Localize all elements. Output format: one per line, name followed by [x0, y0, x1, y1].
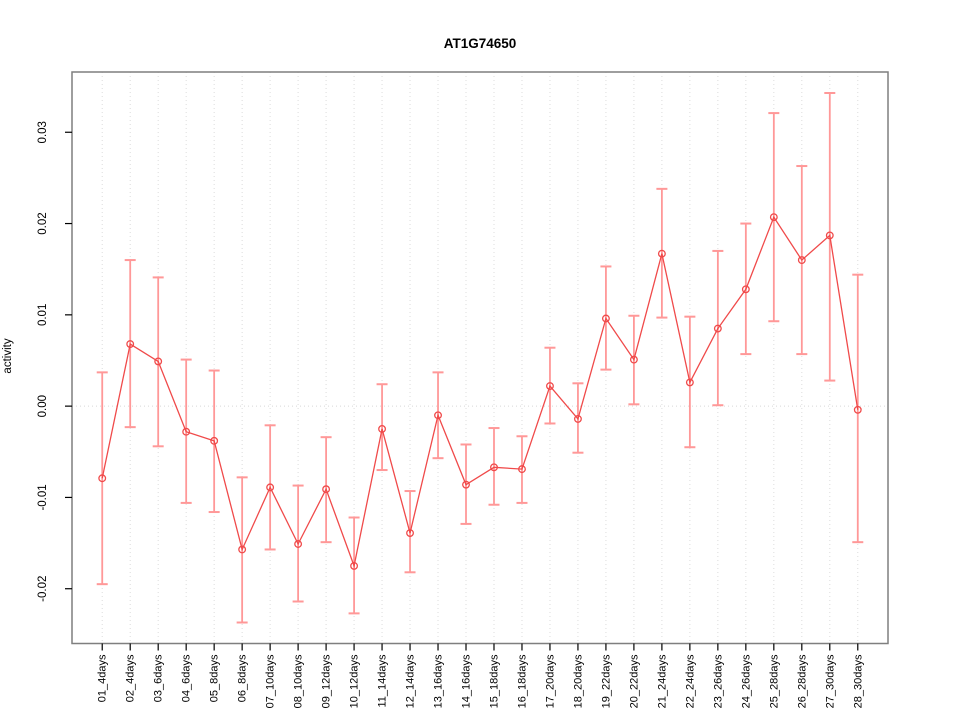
data-point — [853, 405, 862, 414]
x-tick-label: 23_26days — [712, 654, 724, 708]
data-point — [462, 480, 470, 489]
data-point — [769, 213, 778, 222]
data-point — [182, 427, 191, 436]
y-tick-label: 0.03 — [37, 121, 49, 143]
x-tick-label: 27_30days — [824, 654, 836, 708]
x-tick-label: 28_30days — [852, 654, 864, 708]
x-tick-label: 08_10days — [293, 654, 305, 708]
data-point — [601, 314, 610, 323]
data-point — [266, 483, 275, 492]
x-tick-label: 25_28days — [768, 654, 780, 708]
x-tick-label: 18_20days — [572, 654, 584, 708]
data-point — [657, 249, 666, 258]
x-tick-label: 22_24days — [684, 654, 696, 708]
data-point — [434, 411, 442, 420]
data-point — [378, 425, 387, 433]
data-point — [322, 485, 331, 494]
data-point — [573, 414, 582, 423]
data-point — [629, 355, 638, 364]
x-tick-label: 21_24days — [656, 654, 668, 708]
data-point — [685, 378, 694, 387]
x-tick-label: 17_20days — [544, 654, 556, 708]
data-point — [797, 256, 806, 265]
x-tick-label: 07_10days — [265, 654, 277, 708]
data-point — [546, 382, 554, 391]
x-tick-label: 10_12days — [349, 654, 361, 708]
y-axis-title: activity — [2, 338, 14, 374]
x-tick-label: 01_4days — [97, 654, 109, 702]
series-line — [101, 215, 859, 569]
data-point — [825, 231, 834, 240]
data-point — [126, 340, 135, 349]
y-tick-label: 0.01 — [37, 304, 49, 326]
data-point — [713, 324, 722, 333]
x-tick-label: 15_18days — [488, 654, 500, 708]
chart-title: AT1G74650 — [443, 36, 517, 51]
data-point — [741, 285, 750, 294]
y-tick-label: 0.02 — [37, 212, 49, 234]
data-point — [210, 436, 219, 445]
x-tick-label: 09_12days — [321, 654, 333, 708]
data-point — [490, 463, 498, 472]
data-point — [406, 529, 414, 537]
y-tick-label: -0.02 — [37, 576, 49, 602]
x-tick-label: 20_22days — [628, 654, 640, 708]
data-point — [238, 545, 247, 554]
x-tick-label: 05_8days — [209, 654, 221, 702]
data-point — [350, 561, 359, 570]
x-tick-label: 03_6days — [153, 654, 165, 702]
data-point — [154, 357, 163, 366]
y-tick-label: -0.01 — [37, 484, 49, 510]
x-tick-label: 11_14days — [377, 654, 389, 708]
x-tick-label: 26_28days — [796, 654, 808, 708]
x-tick-label: 12_14days — [405, 654, 417, 708]
x-tick-label: 19_22days — [600, 654, 612, 708]
x-tick-label: 24_26days — [740, 654, 752, 708]
x-tick-label: 06_8days — [237, 654, 249, 702]
data-point — [518, 465, 526, 474]
x-tick-label: 14_16days — [461, 654, 473, 708]
x-tick-label: 02_4days — [125, 654, 137, 702]
plot-border — [71, 71, 889, 645]
x-tick-label: 16_18days — [516, 654, 528, 708]
x-tick-label: 04_6days — [181, 654, 193, 702]
x-tick-label: 13_16days — [433, 654, 445, 708]
y-tick-label: 0.00 — [37, 395, 49, 417]
data-point — [294, 540, 303, 548]
data-point — [98, 474, 107, 483]
